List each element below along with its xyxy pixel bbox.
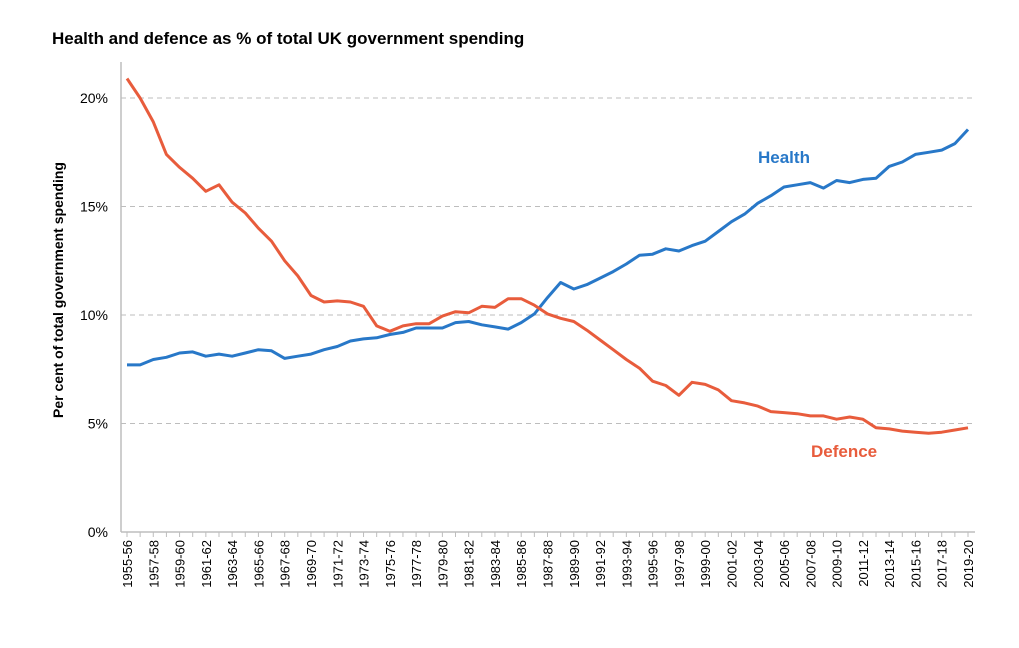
x-tick-label: 1999-00 [698, 540, 713, 588]
series-label-health: Health [758, 148, 810, 167]
x-tick-label: 1993-94 [619, 540, 634, 588]
x-tick-label: 1989-90 [567, 540, 582, 588]
x-tick-label: 2013-14 [882, 540, 897, 588]
series-line-defence [125, 77, 969, 435]
x-tick-label: 1991-92 [593, 540, 608, 588]
x-tick-label: 1967-68 [278, 540, 293, 588]
x-tick-label: 1987-88 [541, 540, 556, 588]
x-tick-label: 1971-72 [330, 540, 345, 588]
y-tick-label: 20% [80, 90, 108, 106]
x-tick-label: 2003-04 [751, 540, 766, 588]
x-tick-label: 1985-86 [514, 540, 529, 588]
x-tick-label: 2015-16 [908, 540, 923, 588]
y-tick-label: 15% [80, 199, 108, 215]
y-tick-label: 0% [88, 524, 108, 540]
x-tick-label: 1979-80 [435, 540, 450, 588]
x-tick-label: 1957-58 [146, 540, 161, 588]
x-tick-label: 2005-06 [777, 540, 792, 588]
x-tick-label: 1983-84 [488, 540, 503, 588]
x-tick-label: 1975-76 [383, 540, 398, 588]
x-tick-label: 1995-96 [646, 540, 661, 588]
chart-title: Health and defence as % of total UK gove… [52, 29, 525, 48]
x-tick-label: 1961-62 [199, 540, 214, 588]
x-tick-label: 2017-18 [935, 540, 950, 588]
x-tick-label: 1969-70 [304, 540, 319, 588]
x-tick-label: 2011-12 [856, 540, 871, 587]
x-tick-label: 1981-82 [462, 540, 477, 588]
x-tick-label: 1965-66 [251, 540, 266, 588]
x-tick-label: 2001-02 [724, 540, 739, 588]
x-tick-label: 2007-08 [803, 540, 818, 588]
x-tick-label: 1997-98 [672, 540, 687, 588]
x-tick-label: 1973-74 [357, 540, 372, 588]
x-tick-label: 2009-10 [830, 540, 845, 588]
y-tick-label: 5% [88, 416, 108, 432]
x-tick-label: 1963-64 [225, 540, 240, 588]
y-tick-label: 10% [80, 307, 108, 323]
x-tick-label: 1959-60 [173, 540, 188, 588]
series-label-defence: Defence [811, 442, 877, 461]
x-tick-label: 2019-20 [961, 540, 976, 588]
x-tick-label: 1955-56 [120, 540, 135, 588]
x-tick-label: 1977-78 [409, 540, 424, 588]
series-line-health [127, 128, 970, 367]
